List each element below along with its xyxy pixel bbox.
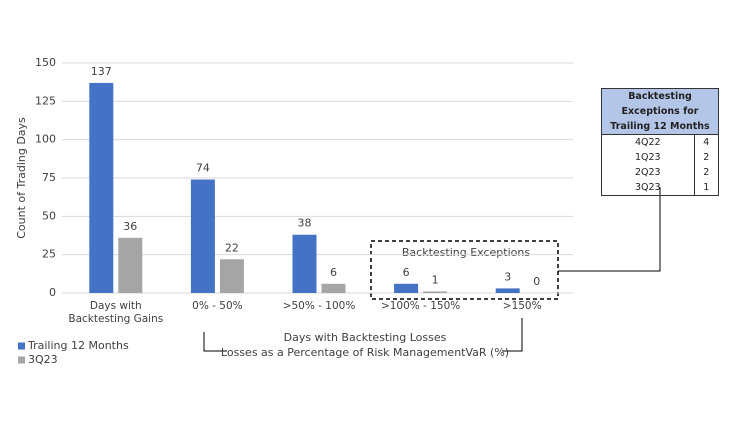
y-tick-label: 100 xyxy=(35,133,56,146)
legend-swatch xyxy=(18,356,25,364)
x-tick-label-box: >150% xyxy=(502,300,542,312)
x-tick-label: >50% - 100% xyxy=(282,300,356,312)
bar xyxy=(495,288,520,293)
y-tick-label: 150 xyxy=(35,56,56,69)
table-cell: 2Q23 xyxy=(601,165,695,180)
exceptions-label: Backtesting Exceptions xyxy=(402,246,530,259)
table-cell: 4Q22 xyxy=(601,134,695,150)
table-cell: 1 xyxy=(693,180,719,196)
table-cell: 4 xyxy=(693,134,719,150)
bar xyxy=(118,237,143,293)
x-tick-label-box: 0% - 50% xyxy=(192,300,243,312)
table-row: 1Q23 2 xyxy=(601,150,719,165)
bar xyxy=(190,179,215,293)
data-label: 38 xyxy=(298,217,312,230)
table-cell: 2 xyxy=(693,165,719,180)
bar xyxy=(423,291,448,293)
y-tick-label: 50 xyxy=(42,209,56,222)
x-tick-label: 0% - 50% xyxy=(192,300,243,312)
legend-label: Trailing 12 Months xyxy=(27,339,129,352)
table-cell: 2 xyxy=(693,150,719,165)
table-title: Backtesting Exceptions for Trailing 12 M… xyxy=(601,88,719,135)
connector xyxy=(558,187,661,272)
bracket xyxy=(203,332,227,352)
legend-swatch xyxy=(18,342,25,350)
data-label: 74 xyxy=(196,162,210,175)
y-axis-title: Count of Trading Days xyxy=(15,117,28,239)
table-cell: 1Q23 xyxy=(601,150,695,165)
exceptions-table: Backtesting Exceptions for Trailing 12 M… xyxy=(601,88,719,196)
y-tick-label: 0 xyxy=(49,286,56,299)
x-tick-label-box: Days with Backtesting Gains xyxy=(68,300,164,325)
table-cell: 3Q23 xyxy=(601,180,695,196)
bar xyxy=(394,283,419,293)
bar xyxy=(321,283,346,293)
x-tick-label: Days with Backtesting Gains xyxy=(68,300,164,325)
x-tick-label: >150% xyxy=(502,300,542,312)
losses-subtitle: Losses as a Percentage of Risk Managemen… xyxy=(221,346,509,359)
data-label: 137 xyxy=(91,65,112,78)
x-tick-label: >100% - 150% xyxy=(380,300,461,312)
data-label: 3 xyxy=(504,270,511,283)
losses-title: Days with Backtesting Losses xyxy=(284,331,447,344)
y-tick-label: 25 xyxy=(42,248,56,261)
bracket xyxy=(502,318,523,352)
data-label: 6 xyxy=(330,266,337,279)
bar xyxy=(89,82,114,293)
data-label: 0 xyxy=(533,275,540,288)
bar xyxy=(292,234,317,293)
data-label: 1 xyxy=(432,273,439,286)
bar xyxy=(219,259,244,293)
data-label: 6 xyxy=(403,266,410,279)
legend-label: 3Q23 xyxy=(28,353,58,366)
table-row: 3Q23 1 xyxy=(601,180,719,196)
data-label: 22 xyxy=(225,241,239,254)
table-row: 4Q22 4 xyxy=(601,134,719,150)
y-tick-label: 75 xyxy=(42,171,56,184)
data-label: 36 xyxy=(123,220,137,233)
y-tick-label: 125 xyxy=(35,94,56,107)
x-tick-label-box: >50% - 100% xyxy=(282,300,356,312)
exceptions-box xyxy=(370,240,559,300)
table-row: 2Q23 2 xyxy=(601,165,719,180)
x-tick-label-box: >100% - 150% xyxy=(380,300,461,312)
